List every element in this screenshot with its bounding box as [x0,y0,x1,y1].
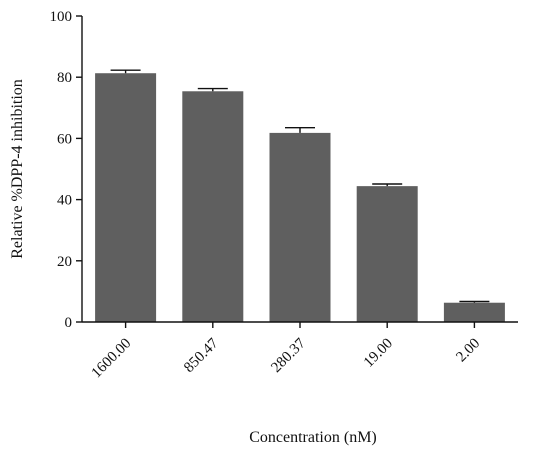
axes-group [76,15,518,328]
x-tick-label: 19.00 [361,336,396,371]
bars-group [95,73,505,322]
bar-2.00 [443,302,505,322]
bar-1600.00 [95,73,157,322]
x-axis-title: Concentration (nM) [249,429,377,446]
error-bars-group [110,69,490,303]
x-tick-label: 850.47 [181,335,222,376]
y-tick-label: 100 [50,9,73,25]
x-tick-label: 280.37 [268,335,309,376]
y-axis-title: Relative %DPP-4 inhibition [9,79,26,259]
y-tick-label: 60 [57,131,72,147]
y-tick-label: 40 [57,193,72,209]
x-tick-label: 1600.00 [89,336,135,382]
y-tick-label: 20 [57,254,72,270]
y-tick-label: 80 [57,70,72,86]
bar-19.00 [356,186,418,322]
bar-850.47 [182,91,244,322]
x-tick-label: 2.00 [453,336,483,366]
bar-280.37 [269,132,331,322]
y-tick-label: 0 [65,315,73,331]
